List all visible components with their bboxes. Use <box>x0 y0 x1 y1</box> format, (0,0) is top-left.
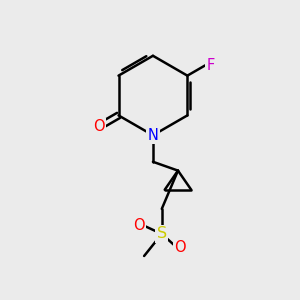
Text: F: F <box>206 58 214 73</box>
Text: N: N <box>148 128 158 143</box>
Text: O: O <box>133 218 145 232</box>
Text: S: S <box>157 226 167 242</box>
Text: O: O <box>94 119 105 134</box>
Text: O: O <box>174 240 186 255</box>
